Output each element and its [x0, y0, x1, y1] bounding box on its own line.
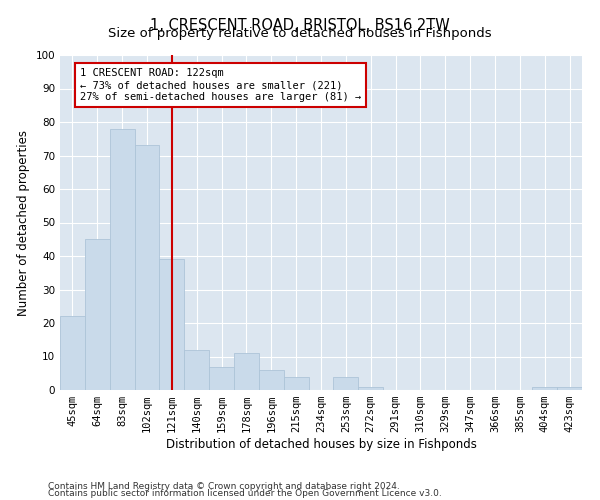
X-axis label: Distribution of detached houses by size in Fishponds: Distribution of detached houses by size … — [166, 438, 476, 451]
Bar — [532, 386, 557, 390]
Bar — [334, 376, 358, 390]
Bar — [160, 260, 184, 390]
Text: Contains public sector information licensed under the Open Government Licence v3: Contains public sector information licen… — [48, 490, 442, 498]
Bar — [134, 146, 160, 390]
Bar — [184, 350, 209, 390]
Bar — [557, 386, 582, 390]
Bar — [259, 370, 284, 390]
Bar — [284, 376, 308, 390]
Bar — [234, 353, 259, 390]
Bar — [85, 240, 110, 390]
Text: Contains HM Land Registry data © Crown copyright and database right 2024.: Contains HM Land Registry data © Crown c… — [48, 482, 400, 491]
Bar — [110, 128, 134, 390]
Text: 1, CRESCENT ROAD, BRISTOL, BS16 2TW: 1, CRESCENT ROAD, BRISTOL, BS16 2TW — [150, 18, 450, 32]
Bar — [209, 366, 234, 390]
Bar — [60, 316, 85, 390]
Text: Size of property relative to detached houses in Fishponds: Size of property relative to detached ho… — [108, 28, 492, 40]
Y-axis label: Number of detached properties: Number of detached properties — [17, 130, 30, 316]
Bar — [358, 386, 383, 390]
Text: 1 CRESCENT ROAD: 122sqm
← 73% of detached houses are smaller (221)
27% of semi-d: 1 CRESCENT ROAD: 122sqm ← 73% of detache… — [80, 68, 361, 102]
